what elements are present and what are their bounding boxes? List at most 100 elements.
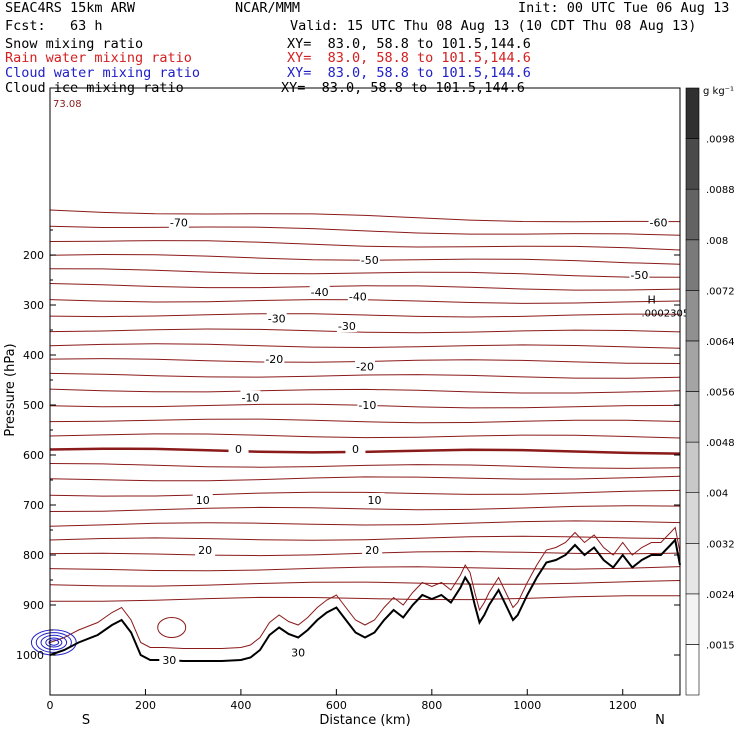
colorbar-swatch — [685, 239, 700, 291]
extremum-value: .0002305 — [642, 309, 690, 320]
temperature-contour-line — [49, 313, 681, 318]
contour-label: -10 — [241, 392, 259, 405]
temperature-contour-line — [49, 328, 681, 334]
contour-label-bg — [345, 442, 366, 455]
colorbar-label: .0056 — [706, 388, 735, 399]
contour-label-bg — [629, 268, 650, 281]
temperature-contours — [49, 209, 681, 649]
x-tick-label: 400 — [230, 699, 251, 712]
y-tick-label: 1000 — [16, 649, 44, 662]
temperature-contour-line — [49, 489, 681, 497]
forecast-hours: Fcst: 63 h — [5, 18, 103, 34]
temperature-contour-line — [49, 240, 681, 251]
colorbar-label: .0032 — [706, 539, 735, 550]
contour-label: 30 — [162, 654, 176, 667]
cloud-water-contour — [35, 632, 72, 653]
x-tick-label: 1200 — [609, 699, 637, 712]
contour-label-bg — [364, 493, 385, 506]
field-name-rain: Rain water mixing ratio — [5, 50, 192, 66]
y-tick-label: 900 — [23, 599, 44, 612]
field-xy-rain: XY= 83.0, 58.8 to 101.5,144.6 — [287, 50, 531, 66]
x-tick-label: 600 — [326, 699, 347, 712]
contour-label: 0 — [352, 443, 359, 456]
contour-label: 20 — [198, 544, 212, 557]
x-axis: 0 200 400 600 800 1000 1200 — [47, 689, 637, 712]
terrain-line — [49, 537, 681, 662]
temperature-contour-line — [49, 343, 681, 349]
colorbar-label: .0024 — [706, 590, 735, 601]
temperature-contour-line — [49, 520, 681, 527]
x-tick-label: 1000 — [513, 699, 541, 712]
colorbar-units: g kg⁻¹ — [703, 86, 734, 97]
field-xy-cloud-water: XY= 83.0, 58.8 to 101.5,144.6 — [287, 65, 531, 81]
temperature-contour-line — [49, 526, 681, 649]
contour-label-bg — [357, 398, 378, 411]
colorbar-label: .0072 — [706, 286, 735, 297]
contour-label: -10 — [358, 399, 376, 412]
contour-label-bg — [195, 543, 216, 556]
colorbar-swatch — [685, 441, 700, 494]
x-tick-label: 800 — [421, 699, 442, 712]
x-tick-label: 200 — [135, 699, 156, 712]
cloud-water-contour — [45, 637, 63, 648]
x-tick-label: 0 — [47, 699, 54, 712]
colorbar-label: .0048 — [706, 438, 735, 449]
x-axis-start-label: S — [82, 713, 90, 728]
contour-label-bg — [309, 285, 330, 298]
colorbar-swatch — [685, 87, 700, 139]
temperature-contour-line — [49, 283, 681, 291]
temperature-contour-line — [49, 225, 681, 236]
contour-label: -50 — [630, 269, 648, 282]
model-title: SEAC4RS 15km ARW — [5, 0, 136, 16]
y-tick-label: 400 — [23, 349, 44, 362]
temperature-contour-line — [49, 388, 681, 394]
contour-label-bg — [240, 390, 261, 404]
contour-label-bg — [347, 289, 368, 303]
contour-label: 10 — [196, 494, 210, 507]
contour-label-bg — [288, 645, 309, 659]
init-time: Init: 00 UTC Tue 06 Aug 13 — [518, 0, 730, 16]
contour-label: -50 — [361, 254, 379, 267]
colorbar-swatch — [685, 138, 700, 190]
cloud-water-contour — [48, 639, 60, 646]
colorbar: .0015 .0024 .0032 .004 .0048 .0056 .0064 .0072.… — [685, 87, 735, 696]
temperature-contour-line — [49, 463, 681, 469]
contour-label: -30 — [338, 320, 356, 333]
contour-label-bg — [228, 442, 249, 455]
colorbar-label: .0015 — [706, 640, 735, 651]
y-tick-label: 700 — [23, 499, 44, 512]
temperature-contour-line — [49, 535, 681, 541]
contour-labels: -70 -60 -50 -50 -40 -40 -30 -30 -20 -20 -10 -10 0 0 10… — [53, 99, 689, 667]
temperature-contour-line — [49, 505, 681, 512]
valid-time: Valid: 15 UTC Thu 08 Aug 13 (10 CDT Thu … — [290, 18, 697, 34]
contour-label-bg — [336, 319, 357, 332]
temperature-contour-line — [49, 209, 681, 223]
colorbar-swatch — [685, 188, 700, 241]
temperature-contour-line — [49, 566, 681, 572]
field-xy-snow: XY= 83.0, 58.8 to 101.5,144.6 — [287, 36, 531, 52]
contour-label-bg — [192, 493, 213, 506]
contour-label-bg — [264, 352, 285, 365]
contour-label: 20 — [365, 544, 379, 557]
colorbar-swatch — [685, 644, 700, 696]
contour-label: -20 — [356, 361, 374, 374]
contour-label: 10 — [368, 494, 382, 507]
temperature-contour-line — [49, 595, 680, 602]
temperature-contour-closed — [157, 617, 187, 638]
contour-label-bg — [362, 543, 383, 556]
temperature-contour-line — [49, 418, 681, 424]
contour-label-bg — [648, 215, 669, 229]
field-name-snow: Snow mixing ratio — [5, 36, 144, 52]
plot-frame — [49, 87, 681, 696]
contour-label: 30 — [291, 647, 305, 660]
terrain-profile — [49, 537, 681, 662]
contour-label: -40 — [311, 286, 329, 299]
cloud-water-contours — [30, 629, 77, 656]
y-axis-label: Pressure (hPa) — [3, 343, 18, 436]
colorbar-swatch — [685, 289, 700, 342]
contour-label-bg — [168, 215, 189, 229]
contour-label: -30 — [268, 313, 286, 326]
colorbar-label: .0064 — [706, 337, 735, 348]
colorbar-label: .008 — [706, 236, 728, 247]
